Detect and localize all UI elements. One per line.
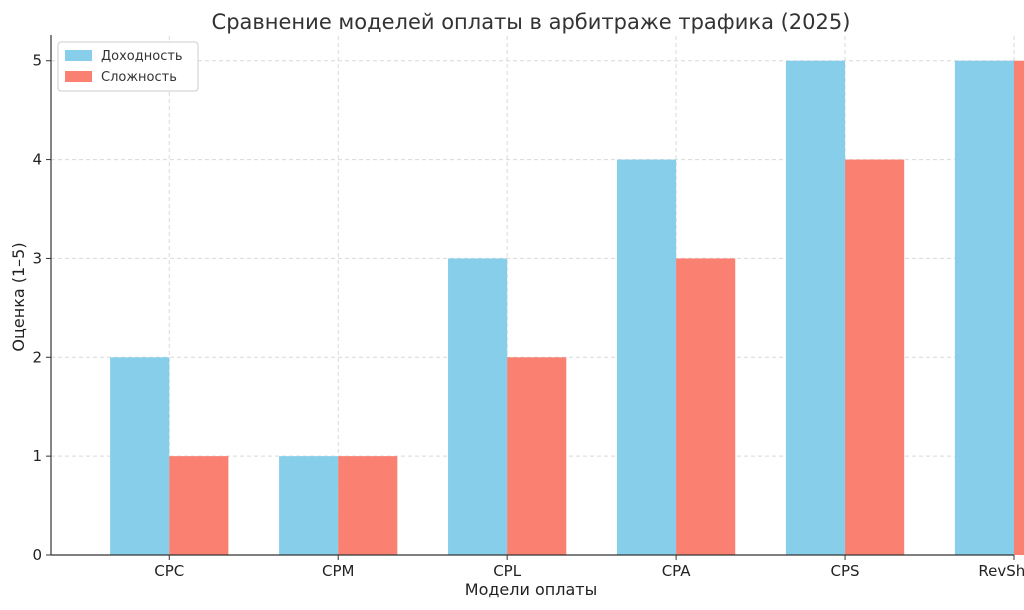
legend-label: Сложность bbox=[101, 70, 177, 85]
x-axis-label: Модели оплаты bbox=[465, 580, 597, 599]
x-tick-label: CPA bbox=[662, 562, 692, 580]
bar-dohodnost-cpl bbox=[448, 258, 508, 555]
bar-slozhnost-cpc bbox=[169, 456, 229, 555]
legend-swatch bbox=[65, 50, 92, 61]
bar-slozhnost-cps bbox=[845, 159, 905, 556]
y-tick-label: 4 bbox=[32, 151, 42, 169]
x-tick-label: CPM bbox=[322, 562, 354, 580]
legend-box bbox=[57, 41, 199, 92]
bar-dohodnost-cpm bbox=[279, 456, 339, 555]
bars bbox=[110, 60, 1024, 556]
bar-dohodnost-cpc bbox=[110, 357, 170, 555]
legend-swatch bbox=[65, 71, 92, 82]
bar-slozhnost-cpa bbox=[676, 258, 736, 555]
x-tick-label: CPL bbox=[493, 562, 522, 580]
y-tick-label: 3 bbox=[32, 249, 42, 267]
y-axis-label: Оценка (1–5) bbox=[9, 242, 28, 351]
x-tick-label: CPC bbox=[154, 562, 184, 580]
y-tick-label: 0 bbox=[32, 546, 42, 564]
bar-dohodnost-revshare bbox=[954, 60, 1014, 555]
bar-slozhnost-cpl bbox=[507, 357, 567, 555]
x-tick-label: RevShare bbox=[978, 562, 1024, 580]
bar-dohodnost-cpa bbox=[616, 159, 677, 556]
bar-slozhnost-cpm bbox=[338, 456, 398, 555]
bar-slozhnost-revshare bbox=[1014, 60, 1024, 555]
bar-dohodnost-cps bbox=[785, 60, 846, 555]
y-tick-label: 1 bbox=[32, 447, 42, 465]
y-tick-label: 2 bbox=[32, 348, 42, 366]
legend-label: Доходность bbox=[101, 49, 183, 64]
x-tick-label: CPS bbox=[831, 562, 860, 580]
legend: Доходность Сложность bbox=[57, 41, 199, 92]
chart-title: Сравнение моделей оплаты в арбитраже тра… bbox=[212, 10, 851, 34]
axes: 0 1 2 3 4 5 CPC CPM CPL CPA CPS RevShare bbox=[32, 35, 1024, 580]
y-tick-label: 5 bbox=[32, 52, 42, 70]
